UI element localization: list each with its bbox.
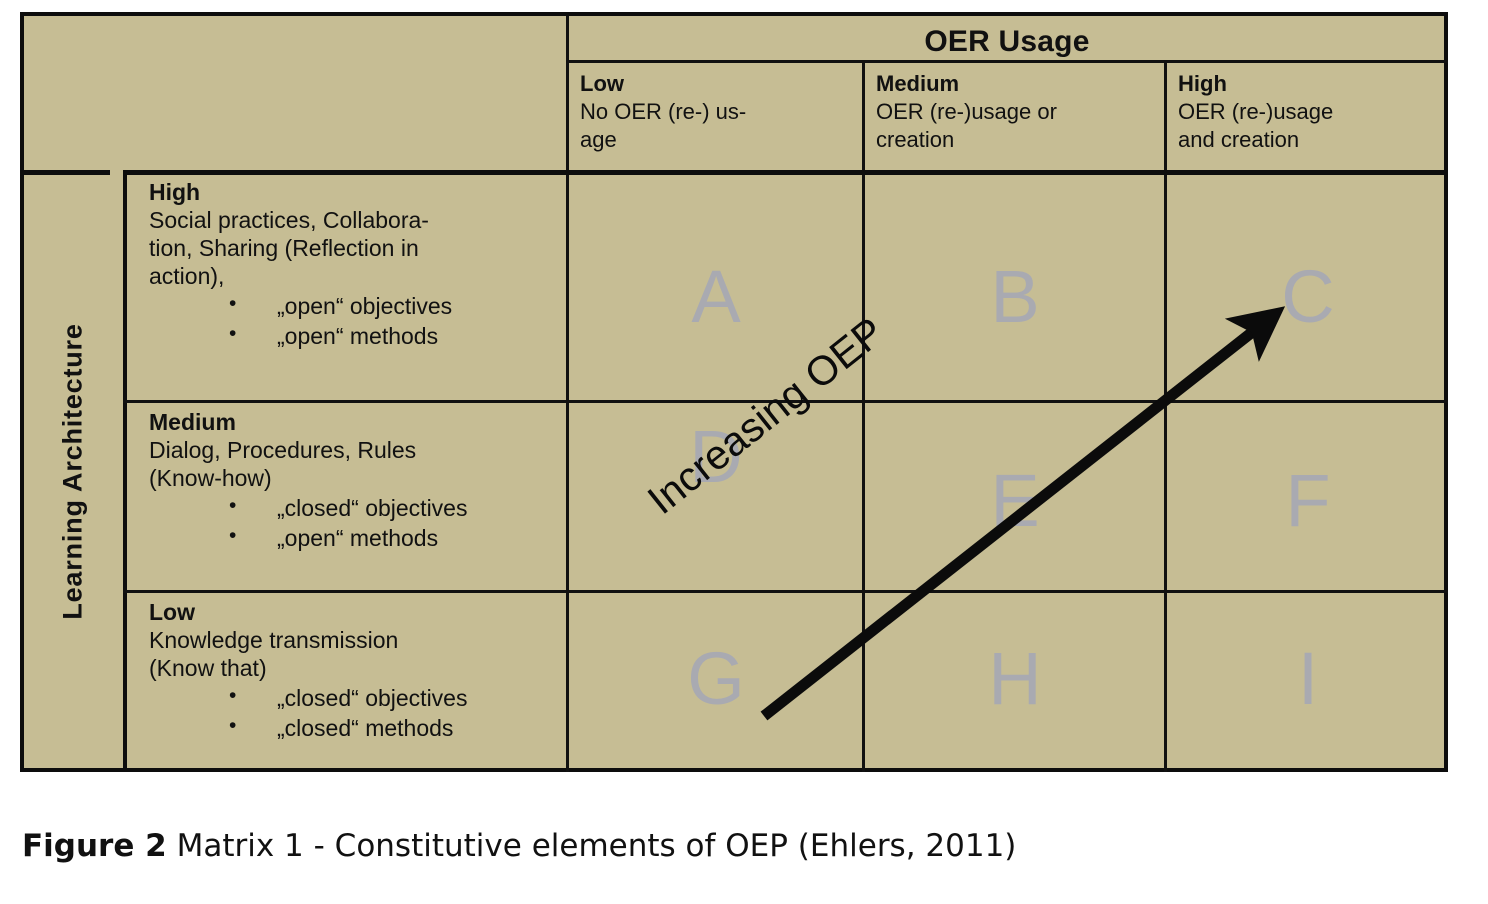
row-header-high-level: High (149, 179, 201, 205)
row-header-medium-line2: (Know-how) (149, 465, 272, 492)
list-item: „closed“ objectives (149, 493, 564, 523)
row-axis-title: Learning Architecture (24, 174, 123, 768)
row-header-high: High Social practices, Collabora- tion, … (127, 174, 570, 351)
oep-matrix-table: OER Usage Low No OER (re-) us- age Mediu… (20, 12, 1448, 772)
divider-under-oer-title (566, 60, 1448, 63)
column-header-low-desc-line1: No OER (re-) us- (580, 99, 747, 125)
divider-col-low-medium (862, 60, 865, 772)
divider-col-medium-high (1164, 60, 1167, 772)
list-item: „open“ methods (149, 523, 564, 553)
figure-caption-label: Figure 2 (22, 828, 167, 864)
list-item: „closed“ methods (149, 713, 564, 743)
matrix-cell-D: D (689, 415, 743, 498)
row-header-low-line1: Knowledge transmission (149, 627, 399, 654)
row-header-medium-level: Medium (149, 409, 236, 435)
matrix-cell-G: G (687, 637, 745, 720)
column-header-low-desc-line2: age (580, 127, 617, 153)
row-header-high-line1: Social practices, Collabora- (149, 207, 429, 234)
column-header-medium-level: Medium (876, 71, 960, 96)
row-header-high-line3: action), (149, 263, 225, 290)
matrix-cell-H: H (988, 637, 1042, 720)
matrix-cell-E: E (990, 459, 1040, 542)
divider-header-body-left (20, 170, 110, 175)
divider-axis-column (123, 174, 127, 772)
matrix-cell-A: A (691, 255, 741, 338)
divider-row-medium-low (123, 590, 1448, 593)
figure-caption: Figure 2 Matrix 1 - Constitutive element… (22, 828, 1452, 864)
column-header-high-desc-line1: OER (re-)usage (1178, 99, 1334, 125)
column-header-low-level: Low (580, 71, 624, 96)
row-header-low-level: Low (149, 599, 195, 625)
row-header-low-line2: (Know that) (149, 655, 267, 682)
list-item: „open“ methods (149, 321, 564, 351)
row-header-medium-bullets: „closed“ objectives „open“ methods (149, 493, 564, 553)
list-item: „open“ objectives (149, 291, 564, 321)
row-header-low: Low Knowledge transmission (Know that) „… (127, 594, 570, 743)
column-header-medium-desc-line2: creation (876, 127, 955, 153)
row-header-high-line2: tion, Sharing (Reflection in (149, 235, 419, 262)
row-header-low-bullets: „closed“ objectives „closed“ methods (149, 683, 564, 743)
divider-desc-data (566, 16, 569, 772)
row-header-high-bullets: „open“ objectives „open“ methods (149, 291, 564, 351)
column-header-low: Low No OER (re-) us- age (570, 64, 862, 154)
matrix-cell-C: C (1281, 255, 1335, 338)
figure-caption-text: Matrix 1 - Constitutive elements of OEP … (166, 828, 1017, 864)
column-header-high-desc-line2: and creation (1178, 127, 1300, 153)
row-axis-title-text: Learning Architecture (58, 322, 89, 620)
matrix-cell-I: I (1297, 637, 1319, 720)
column-header-high: High OER (re-)usage and creation (1168, 64, 1448, 154)
list-item: „closed“ objectives (149, 683, 564, 713)
matrix-cell-B: B (990, 255, 1040, 338)
column-header-medium: Medium OER (re-)usage or creation (866, 64, 1164, 154)
matrix-cell-F: F (1285, 459, 1331, 542)
divider-header-body (123, 170, 1448, 175)
column-axis-title: OER Usage (924, 25, 1090, 58)
row-header-medium: Medium Dialog, Procedures, Rules (Know-h… (127, 404, 570, 553)
column-header-high-level: High (1178, 71, 1227, 96)
column-header-medium-desc-line1: OER (re-)usage or (876, 99, 1057, 125)
row-header-medium-line1: Dialog, Procedures, Rules (149, 437, 417, 464)
